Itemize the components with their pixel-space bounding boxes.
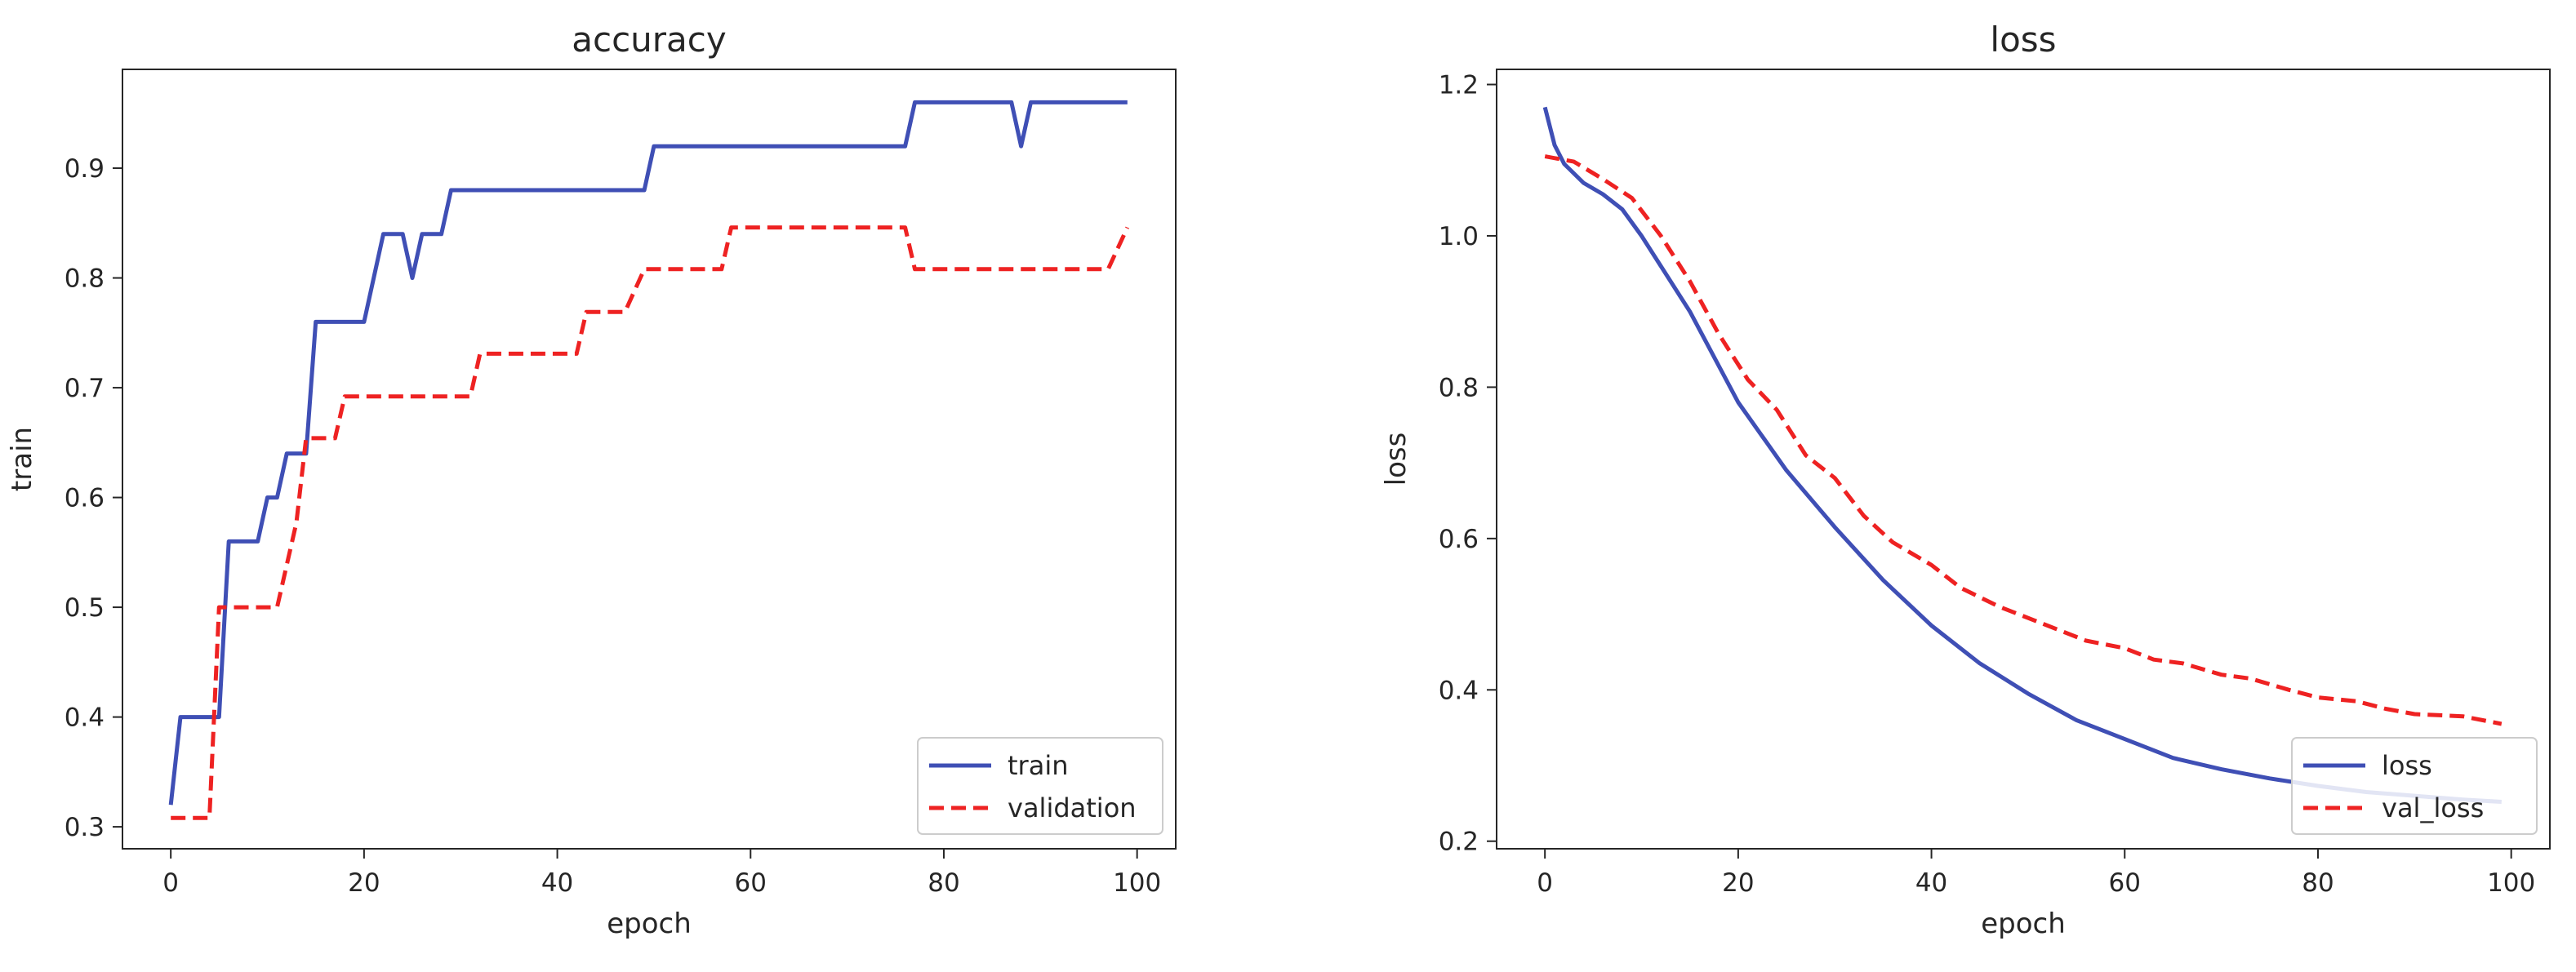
y-tick-label: 0.4	[1439, 676, 1479, 705]
x-tick-label: 40	[541, 868, 573, 898]
y-tick-label: 0.7	[65, 374, 105, 403]
x-tick-label: 40	[1915, 868, 1947, 898]
y-tick-label: 0.4	[65, 703, 105, 733]
x-tick-label: 100	[2487, 868, 2535, 898]
x-tick-label: 80	[2302, 868, 2334, 898]
series-line-train	[168, 100, 1128, 806]
y-tick-label: 0.9	[65, 154, 105, 184]
chart-title: accuracy	[572, 20, 727, 60]
x-tick-label: 60	[735, 868, 767, 898]
y-tick-label: 0.3	[65, 813, 105, 842]
legend: train validation	[917, 737, 1163, 835]
y-tick-label: 0.6	[1439, 525, 1479, 554]
chart-accuracy: 0 20 40 60 80 100 0.3 0.4 0.5 0.6 0.7 0.8 0.9 accurac…	[6, 20, 1177, 940]
x-tick-label: 80	[928, 868, 959, 898]
legend: loss val_loss	[2291, 737, 2538, 835]
y-tick-label: 0.2	[1439, 828, 1479, 857]
x-tick-label: 0	[162, 868, 179, 898]
chart-loss: 0 20 40 60 80 100 0.2 0.4 0.6 0.8 1.0 1.2 loss epoch l…	[1380, 20, 2551, 940]
x-axis-label: epoch	[607, 908, 692, 940]
y-tick-label: 1.0	[1439, 222, 1479, 251]
x-tick-label: 20	[1722, 868, 1754, 898]
x-tick-label: 60	[2109, 868, 2141, 898]
y-axis-label: loss	[1380, 433, 1413, 486]
series-line-val_loss	[1544, 154, 2503, 726]
y-tick-label: 0.8	[1439, 373, 1479, 402]
legend-label-train: train	[1008, 750, 1068, 781]
legend-label-loss: loss	[2382, 750, 2432, 781]
x-tick-label: 20	[348, 868, 380, 898]
axes-frame	[1496, 69, 2551, 850]
y-axis-label: train	[6, 427, 38, 491]
legend-label-val_loss: val_loss	[2382, 792, 2484, 823]
axes-frame	[122, 69, 1177, 850]
y-tick-label: 0.5	[65, 593, 105, 623]
x-tick-label: 0	[1537, 868, 1553, 898]
legend-label-validation: validation	[1008, 792, 1137, 823]
x-tick-label: 100	[1113, 868, 1161, 898]
series-line-validation	[171, 225, 1130, 820]
y-tick-label: 1.2	[1439, 71, 1479, 100]
y-tick-label: 0.8	[65, 264, 105, 294]
series-line-loss	[1542, 106, 2502, 804]
x-axis-label: epoch	[1981, 908, 2066, 940]
chart-title: loss	[1990, 20, 2056, 60]
y-tick-label: 0.6	[65, 484, 105, 513]
